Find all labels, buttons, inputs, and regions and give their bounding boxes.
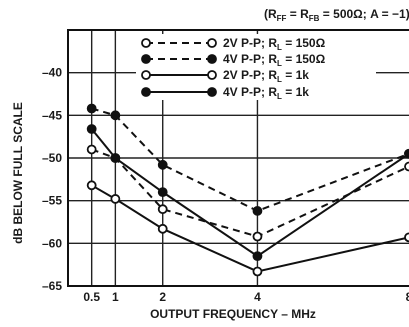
series-4-point [110,153,121,163]
series-1-point [252,231,263,242]
series-line-3 [91,184,409,273]
series-4-point [404,148,409,159]
series-line-2 [91,107,409,212]
series-4-point [86,124,97,134]
x-tick-label: 4 [254,290,261,304]
series-3-point [110,194,121,204]
legend-marker-3 [207,70,217,80]
legend-background [136,34,376,100]
legend-marker-4 [207,87,217,97]
series-line-1 [91,148,409,238]
y-axis-ticks: –40 –45 –50 –55 –60 –65 [42,66,62,293]
y-tick-label: –65 [42,279,62,293]
x-axis-ticks: 0.5 1 2 4 8 [83,290,409,304]
series-2-point [252,206,263,216]
legend-label-4: 4V P-P; RL = 1k [223,85,309,101]
conditions-rfb-sub: FB [309,14,320,23]
legend-marker-3 [141,70,151,80]
series-2-point [86,103,97,114]
legend-label-tail: = 1k [282,85,309,99]
legend-label-main: 2V P-P; R [223,36,277,50]
x-tick-label: 0.5 [83,290,100,304]
legend-label-main: 4V P-P; R [223,52,277,66]
legend-marker-4 [141,87,151,97]
conditions-open: (R [264,7,277,21]
x-tick-label: 8 [406,290,409,304]
y-axis-title: dB BELOW FULL SCALE [11,102,25,244]
legend-label-3: 2V P-P; RL = 1k [223,68,309,84]
legend-label-main: 2V P-P; R [223,68,277,82]
legend-label-sub: L [277,75,282,84]
series-3-point [404,232,409,243]
series-1-point [157,204,168,215]
series-line-4 [90,128,409,258]
y-tick-label: –50 [42,151,62,165]
x-tick-label: 2 [159,290,166,304]
legend-label-2: 4V P-P; RL = 150Ω [223,52,326,68]
conditions-rest: = 500Ω; A = −1) [319,7,409,21]
legend-label-tail: = 150Ω [282,36,326,50]
legend-label-main: 4V P-P; R [223,85,277,99]
legend-marker-1 [207,38,217,48]
legend-label-1: 2V P-P; RL = 150Ω [223,36,326,52]
series-3-point [252,266,263,277]
conditions-rff-sub: FF [277,14,287,23]
test-conditions: (RFF = RFB = 500Ω; A = −1) [264,7,409,23]
conditions-eq: = R [286,7,309,21]
series-3-point [157,223,168,234]
legend-marker-2 [141,54,151,64]
series-4-point [252,251,263,262]
series-4-point [157,187,168,198]
legend-label-sub: L [277,43,282,52]
legend-marker-2 [207,54,217,64]
legend-label-tail: = 1k [282,68,309,82]
series-1-point [404,161,409,172]
y-tick-label: –40 [42,66,62,80]
y-tick-label: –55 [42,194,62,208]
y-tick-label: –45 [42,108,62,122]
series-3-point [86,180,97,191]
legend-label-sub: L [277,92,282,101]
x-tick-label: 1 [112,290,119,304]
plot-frame [67,29,409,287]
series-2-point [157,159,168,170]
legend-label-sub: L [277,59,282,68]
series-layer [86,103,409,277]
series-2-point [110,110,121,121]
legend-label-tail: = 150Ω [282,52,326,66]
series-1-point [86,144,97,155]
x-axis-title: OUTPUT FREQUENCY – MHz [150,307,316,321]
legend-marker-1 [141,38,151,48]
y-tick-label: –60 [42,236,62,250]
